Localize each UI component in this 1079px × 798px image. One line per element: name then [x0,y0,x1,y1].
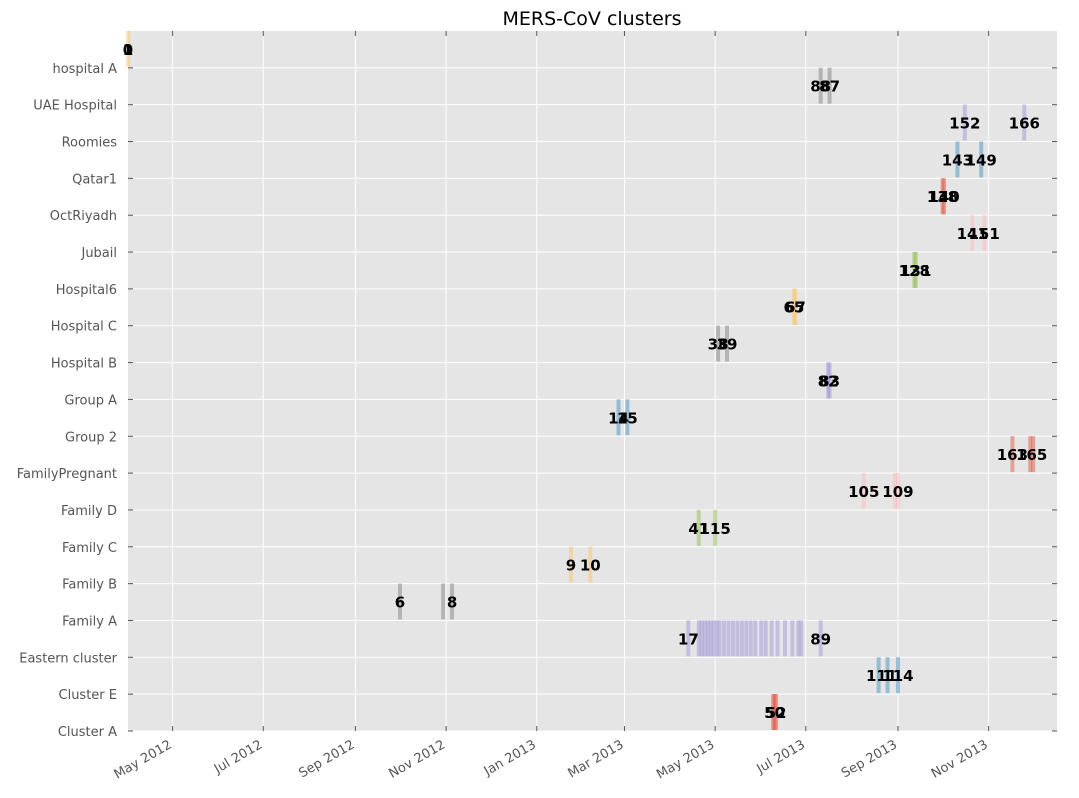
x-tick-label: Jul 2013 [754,737,808,777]
case-label: 105 [848,483,879,501]
case-label: 67 [785,299,806,317]
y-tick-label: Group A [64,393,117,408]
case-label: 8 [447,593,457,611]
case-label: 89 [810,630,831,648]
y-tick-label: Hospital6 [56,283,117,298]
case-label: 87 [819,78,840,96]
y-tick-label: FamilyPregnant [17,467,117,482]
y-tick-label: OctRiyadh [50,209,117,224]
case-label: 109 [882,483,913,501]
case-label: 6 [395,593,405,611]
x-tick-label: May 2013 [654,737,717,782]
case-label: 152 [949,115,980,133]
x-tick-label: Nov 2012 [386,737,448,781]
x-tick-label: Mar 2013 [565,737,626,781]
axis-ticks [128,31,1057,732]
case-label: 140 [928,188,959,206]
x-tick-label: Sep 2012 [296,737,357,781]
case-label: 149 [966,151,997,169]
case-label: 82 [818,372,839,390]
case-label: 1 [123,41,133,59]
y-tick-label: UAE Hospital [33,99,117,114]
case-label: 50 [764,704,785,722]
plot-area [128,31,1057,731]
x-tick-label: May 2012 [112,737,175,782]
case-label: 17 [678,630,699,648]
x-axis-tick-labels: May 2012 Jul 2012 Sep 2012 Nov 2012 Jan 2013… [112,737,991,782]
case-label: 141 [957,225,988,243]
case-label: 38 [708,336,729,354]
y-tick-label: Group 2 [65,430,117,445]
case-label: 165 [1016,446,1047,464]
y-tick-label: Cluster A [58,725,117,740]
x-tick-label: Sep 2013 [839,737,900,781]
case-label: 111 [866,667,897,685]
y-tick-label: Jubail [80,246,117,261]
case-label: 39 [717,336,738,354]
data-marks [126,30,1036,730]
case-label: 10 [580,557,601,575]
chart-title: MERS-CoV clusters [503,8,682,30]
case-label: 128 [899,262,930,280]
y-axis-tick-labels: Cluster A Cluster E Eastern cluster Family … [17,62,118,740]
y-tick-label: Roomies [62,136,118,151]
case-label: 88 [810,78,831,96]
y-tick-label: Family B [62,578,117,593]
y-tick-label: Family C [62,541,117,556]
case-label: 143 [942,151,973,169]
y-tick-label: Eastern cluster [19,651,117,666]
case-label: 163 [997,446,1028,464]
y-tick-label: Qatar1 [72,172,117,187]
x-tick-label: Jan 2013 [481,737,539,779]
case-label: 0 [123,41,133,59]
y-tick-label: Hospital B [51,357,117,372]
case-label: 138 [927,188,958,206]
case-label: 115 [699,520,730,538]
case-label: 114 [882,667,913,685]
y-tick-label: Hospital C [51,320,117,335]
case-label: 15 [617,409,638,427]
x-tick-label: Nov 2013 [929,737,991,781]
y-tick-label: Family A [62,614,117,629]
y-tick-label: hospital A [52,62,117,77]
y-tick-label: Family D [61,504,117,519]
case-label: 9 [566,557,576,575]
y-tick-label: Cluster E [59,688,118,703]
case-label: 83 [819,372,840,390]
case-label: 151 [969,225,1000,243]
case-label: 65 [783,299,804,317]
case-label: 52 [766,704,787,722]
case-label: 14 [608,409,629,427]
x-tick-label: Jul 2012 [211,737,265,777]
case-label: 131 [900,262,931,280]
grid-lines [128,31,1057,732]
case-label: 166 [1009,115,1040,133]
case-label: 41 [688,520,709,538]
